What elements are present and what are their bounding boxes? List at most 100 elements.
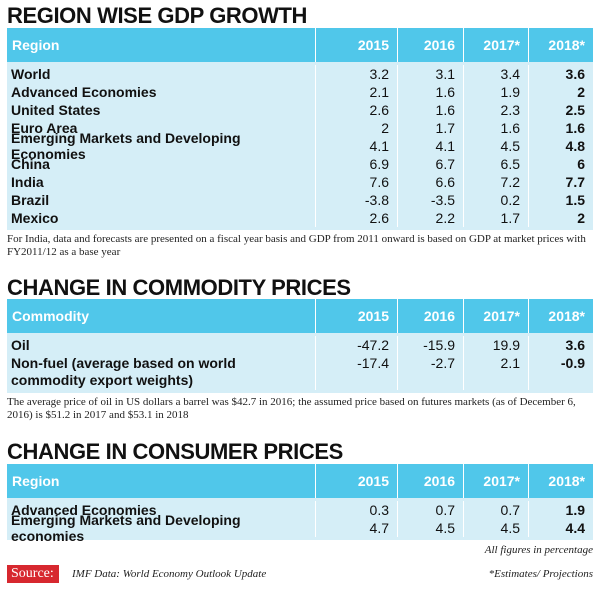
table-row: Mexico 2.6 2.2 1.7 2 <box>7 209 593 227</box>
cell-2015: 2.1 <box>315 83 397 101</box>
cell-2016: 6.6 <box>397 173 463 191</box>
cell-2017: 1.6 <box>463 119 528 137</box>
cell-2015: 3.2 <box>315 65 397 83</box>
cell-2017: 2.3 <box>463 101 528 119</box>
table-row: India 7.6 6.6 7.2 7.7 <box>7 173 593 191</box>
cell-2015: 0.3 <box>315 501 397 519</box>
cell-2018: 4.4 <box>528 519 593 537</box>
cell-2017: 2.1 <box>463 354 528 390</box>
cell-2015: -17.4 <box>315 354 397 390</box>
cell-2016: 1.6 <box>397 83 463 101</box>
cell-2018: 2 <box>528 83 593 101</box>
row-label: Advanced Economies <box>11 502 157 518</box>
source-text: IMF Data: World Economy Outlook Update <box>72 568 267 580</box>
cell-2018: 2 <box>528 209 593 227</box>
table-row: Oil -47.2 -15.9 19.9 3.6 <box>7 336 593 354</box>
consumer-header-2018: 2018* <box>528 464 593 498</box>
cell-2017: 6.5 <box>463 155 528 173</box>
row-label: Oil <box>11 337 30 353</box>
commodity-header-2018: 2018* <box>528 299 593 333</box>
cell-2018: -0.9 <box>528 354 593 390</box>
gdp-section-title: REGION WISE GDP GROWTH <box>7 3 308 28</box>
cell-2015: -47.2 <box>315 336 397 354</box>
commodity-table-body: Oil -47.2 -15.9 19.9 3.6 Non-fuel (avera… <box>7 333 593 393</box>
commodity-header-commodity: Commodity <box>12 308 89 324</box>
cell-2017: 0.7 <box>463 501 528 519</box>
cell-2017: 4.5 <box>463 137 528 155</box>
gdp-header-2015: 2015 <box>315 28 397 62</box>
cell-2016: 1.6 <box>397 101 463 119</box>
commodity-table: Commodity 2015 2016 2017* 2018* Oil -47.… <box>7 299 593 393</box>
consumer-table-body: Advanced Economies 0.3 0.7 0.7 1.9 Emerg… <box>7 498 593 544</box>
cell-2017: 7.2 <box>463 173 528 191</box>
gdp-header-2017: 2017* <box>463 28 528 62</box>
table-row: Advanced Economies 0.3 0.7 0.7 1.9 <box>7 501 593 519</box>
cell-2016: 0.7 <box>397 501 463 519</box>
row-label: World <box>11 66 51 82</box>
table-row: Brazil -3.8 -3.5 0.2 1.5 <box>7 191 593 209</box>
cell-2016: 6.7 <box>397 155 463 173</box>
table-row: Emerging Markets and Developing economie… <box>7 512 593 544</box>
cell-2017: 0.2 <box>463 191 528 209</box>
consumer-header-2016: 2016 <box>397 464 463 498</box>
cell-2015: 2 <box>315 119 397 137</box>
cell-2015: 6.9 <box>315 155 397 173</box>
cell-2018: 1.6 <box>528 119 593 137</box>
cell-2016: 4.1 <box>397 137 463 155</box>
consumer-header-2015: 2015 <box>315 464 397 498</box>
cell-2018: 7.7 <box>528 173 593 191</box>
cell-2016: -2.7 <box>397 354 463 390</box>
row-label: India <box>11 174 44 190</box>
cell-2018: 3.6 <box>528 65 593 83</box>
cell-2015: 7.6 <box>315 173 397 191</box>
consumer-section-title: CHANGE IN CONSUMER PRICES <box>7 439 343 464</box>
commodity-section-title: CHANGE IN COMMODITY PRICES <box>7 275 351 300</box>
cell-2016: 3.1 <box>397 65 463 83</box>
row-label: Euro Area <box>11 120 78 136</box>
table-row: Emerging Markets and Developing Economie… <box>7 130 593 162</box>
gdp-table-header: Region 2015 2016 2017* 2018* <box>7 28 593 62</box>
cell-2018: 4.8 <box>528 137 593 155</box>
cell-2018: 6 <box>528 155 593 173</box>
table-row: Euro Area 2 1.7 1.6 1.6 <box>7 119 593 137</box>
cell-2018: 2.5 <box>528 101 593 119</box>
gdp-table: Region 2015 2016 2017* 2018* World 3.2 3… <box>7 28 593 230</box>
consumer-header-region: Region <box>12 473 60 489</box>
table-row: United States 2.6 1.6 2.3 2.5 <box>7 101 593 119</box>
commodity-header-2017: 2017* <box>463 299 528 333</box>
cell-2015: 2.6 <box>315 101 397 119</box>
table-row: Advanced Economies 2.1 1.6 1.9 2 <box>7 83 593 101</box>
gdp-header-region: Region <box>12 37 60 53</box>
row-label: Advanced Economies <box>11 84 157 100</box>
row-label: Mexico <box>11 210 59 226</box>
table-row: China 6.9 6.7 6.5 6 <box>7 155 593 173</box>
cell-2017: 3.4 <box>463 65 528 83</box>
row-label: United States <box>11 102 101 118</box>
row-label: China <box>11 156 50 172</box>
cell-2017: 1.9 <box>463 83 528 101</box>
commodity-header-2015: 2015 <box>315 299 397 333</box>
gdp-table-body: World 3.2 3.1 3.4 3.6 Advanced Economies… <box>7 62 593 230</box>
cell-2018: 3.6 <box>528 336 593 354</box>
cell-2015: 2.6 <box>315 209 397 227</box>
cell-2016: 1.7 <box>397 119 463 137</box>
cell-2016: 2.2 <box>397 209 463 227</box>
gdp-header-2018: 2018* <box>528 28 593 62</box>
table-row: World 3.2 3.1 3.4 3.6 <box>7 65 593 83</box>
cell-2015: 4.1 <box>315 137 397 155</box>
cell-2015: -3.8 <box>315 191 397 209</box>
cell-2016: 4.5 <box>397 519 463 537</box>
row-label: Emerging Markets and Developing economie… <box>11 512 241 544</box>
cell-2018: 1.5 <box>528 191 593 209</box>
source-badge: Source: <box>7 565 59 583</box>
gdp-footnote: For India, data and forecasts are presen… <box>7 233 586 258</box>
cell-2017: 4.5 <box>463 519 528 537</box>
consumer-header-2017: 2017* <box>463 464 528 498</box>
cell-2016: -15.9 <box>397 336 463 354</box>
table-row: Non-fuel (average based on world commodi… <box>7 354 593 390</box>
commodity-table-header: Commodity 2015 2016 2017* 2018* <box>7 299 593 333</box>
row-label: Emerging Markets and Developing Economie… <box>11 130 241 162</box>
cell-2016: -3.5 <box>397 191 463 209</box>
cell-2018: 1.9 <box>528 501 593 519</box>
commodity-header-2016: 2016 <box>397 299 463 333</box>
